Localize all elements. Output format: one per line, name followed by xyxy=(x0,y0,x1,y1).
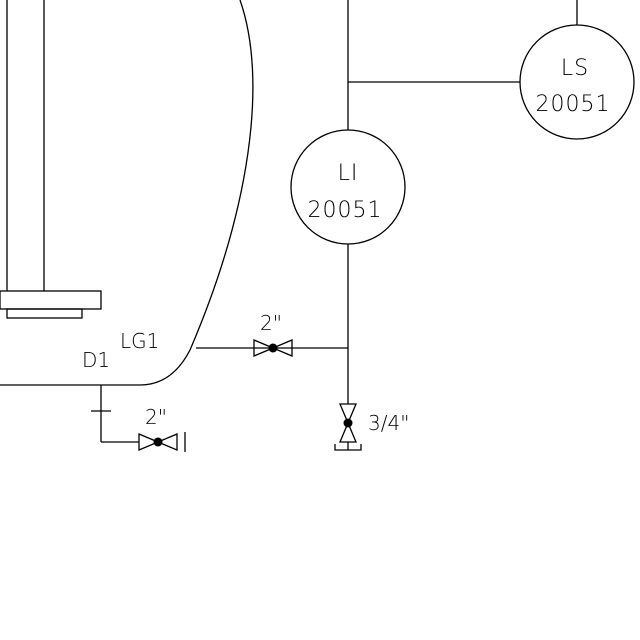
nozzle-lg1-label: LG1 xyxy=(120,329,159,353)
nozzle-d1-label: D1 xyxy=(82,348,110,372)
vessel-internal-flange-plate xyxy=(6,308,83,319)
drain-valve-size-label: 2" xyxy=(145,405,167,429)
vessel-internal-flange xyxy=(0,290,102,310)
instrument-li-function: LI xyxy=(338,161,359,186)
instrument-ls-function: LS xyxy=(561,56,589,81)
lg1-valve-size-label: 2" xyxy=(260,311,282,335)
instrument-li-number: 20051 xyxy=(308,198,383,223)
vessel-shell-outline xyxy=(0,0,254,386)
riser-drain-valve[interactable] xyxy=(334,403,362,451)
drain-gate-valve[interactable] xyxy=(138,432,186,452)
instrument-li[interactable]: LI 20051 xyxy=(290,129,406,245)
drain-line xyxy=(91,385,139,443)
instrument-ls-bubble xyxy=(519,24,635,140)
riser-valve-size-label: 3/4" xyxy=(368,411,409,435)
vessel xyxy=(0,0,254,386)
lg1-gate-valve[interactable] xyxy=(253,339,293,357)
instrument-ls-number: 20051 xyxy=(536,92,611,117)
instrument-ls[interactable]: LS 20051 xyxy=(519,24,635,140)
instrument-li-bubble xyxy=(290,129,406,245)
